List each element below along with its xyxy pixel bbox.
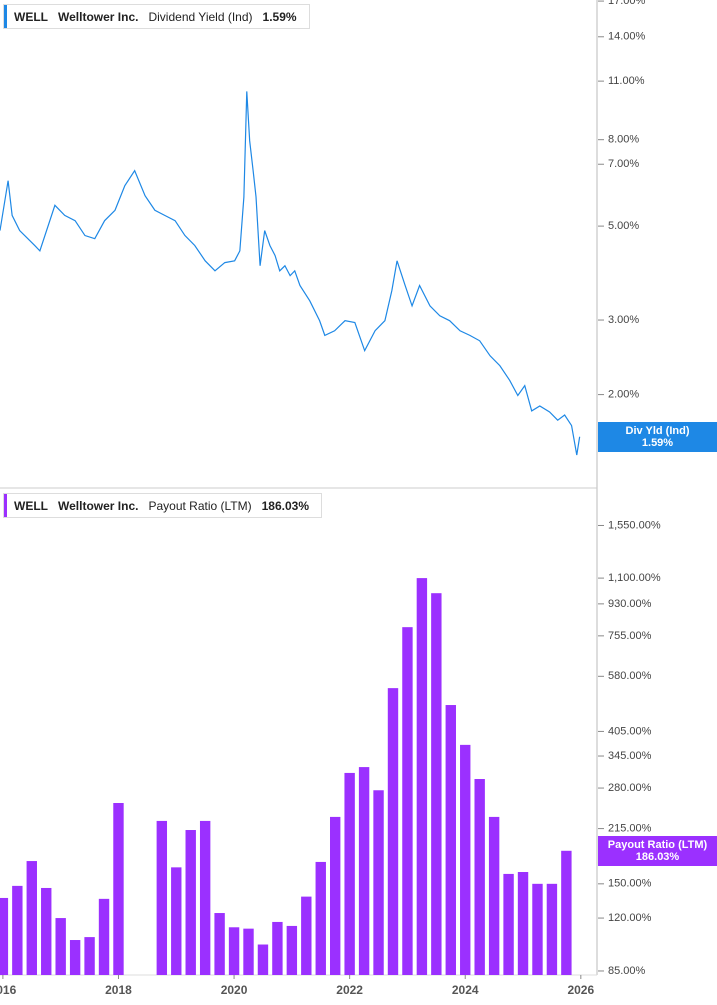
bar — [199, 820, 211, 975]
x-tick-label: 2022 — [336, 983, 363, 997]
badge-label: Payout Ratio (LTM) — [607, 838, 708, 851]
bar — [55, 918, 66, 975]
bar — [84, 937, 95, 975]
y-tick-label: 755.00% — [608, 630, 652, 642]
bar — [171, 867, 182, 975]
value-badge: Payout Ratio (LTM) 186.03% — [598, 835, 717, 866]
bar — [272, 921, 283, 975]
legend: WELL Welltower Inc. Payout Ratio (LTM) 186.… — [3, 493, 322, 518]
bar — [488, 816, 500, 975]
x-tick-label: 2020 — [221, 983, 248, 997]
badge-value: 1.59% — [641, 436, 674, 449]
bar — [0, 897, 9, 975]
y-tick-label: 150.00% — [608, 878, 652, 890]
bar — [416, 578, 428, 975]
bar — [445, 705, 456, 975]
legend-value: 1.59% — [262, 9, 297, 24]
legend-value: 186.03% — [261, 498, 309, 513]
line-series — [0, 91, 581, 456]
bar — [402, 627, 413, 975]
legend-ticker: WELL — [14, 9, 48, 24]
bar — [344, 772, 355, 975]
bar — [257, 944, 269, 975]
bar — [373, 790, 384, 975]
bar — [546, 883, 558, 975]
bar — [315, 861, 326, 975]
bar — [387, 688, 399, 975]
y-tick-label: 14.00% — [608, 31, 646, 43]
y-tick-label: 8.00% — [608, 134, 639, 146]
bar — [561, 850, 572, 975]
badge-value: 186.03% — [635, 850, 680, 863]
x-tick-label: 2018 — [105, 983, 132, 997]
bar — [214, 913, 225, 975]
bar — [358, 767, 370, 975]
bar — [301, 896, 312, 975]
bar — [98, 898, 110, 975]
y-tick-label: 2.00% — [608, 389, 639, 401]
y-tick-label: 1,100.00% — [608, 572, 661, 584]
legend-company: Welltower Inc. — [58, 498, 139, 513]
y-tick-label: 1,550.00% — [608, 519, 661, 531]
y-tick-label: 7.00% — [608, 158, 639, 170]
bar — [12, 885, 23, 975]
x-tick-label: 2024 — [452, 983, 479, 997]
x-tick-label: 2016 — [0, 983, 17, 997]
legend-company: Welltower Inc. — [58, 9, 139, 24]
legend-series: Dividend Yield (Ind) — [148, 9, 253, 24]
y-tick-label: 405.00% — [608, 725, 652, 737]
bar — [185, 830, 196, 975]
bar — [431, 593, 442, 975]
bar — [532, 883, 543, 975]
bar — [329, 816, 341, 975]
bar — [228, 927, 240, 975]
bar — [243, 928, 254, 975]
bar — [474, 779, 485, 975]
legend-swatch — [4, 5, 7, 28]
bar — [286, 925, 298, 975]
y-tick-label: 215.00% — [608, 822, 652, 834]
y-tick-label: 5.00% — [608, 220, 639, 232]
legend: WELL Welltower Inc. Dividend Yield (Ind) 1.… — [3, 4, 310, 29]
y-tick-label: 3.00% — [608, 314, 639, 326]
bar — [517, 872, 529, 975]
bar — [460, 744, 471, 975]
bar — [503, 873, 514, 975]
y-tick-label: 11.00% — [608, 75, 645, 87]
bar — [41, 887, 52, 975]
y-tick-label: 580.00% — [608, 670, 652, 682]
bar — [69, 940, 81, 975]
y-tick-label: 345.00% — [608, 750, 652, 762]
legend-ticker: WELL — [14, 498, 48, 513]
x-tick-label: 2026 — [567, 983, 594, 997]
y-tick-label: 930.00% — [608, 598, 652, 610]
badge-label: Div Yld (Ind) — [625, 424, 690, 437]
legend-series: Payout Ratio (LTM) — [148, 498, 252, 513]
y-tick-label: 17.00% — [608, 0, 646, 7]
bar — [26, 861, 37, 975]
y-tick-label: 85.00% — [608, 965, 646, 977]
y-tick-label: 280.00% — [608, 782, 652, 794]
bar — [113, 803, 124, 975]
bar — [156, 820, 168, 975]
value-badge: Div Yld (Ind) 1.59% — [598, 421, 717, 452]
y-tick-label: 120.00% — [608, 912, 652, 924]
legend-swatch — [4, 494, 7, 517]
